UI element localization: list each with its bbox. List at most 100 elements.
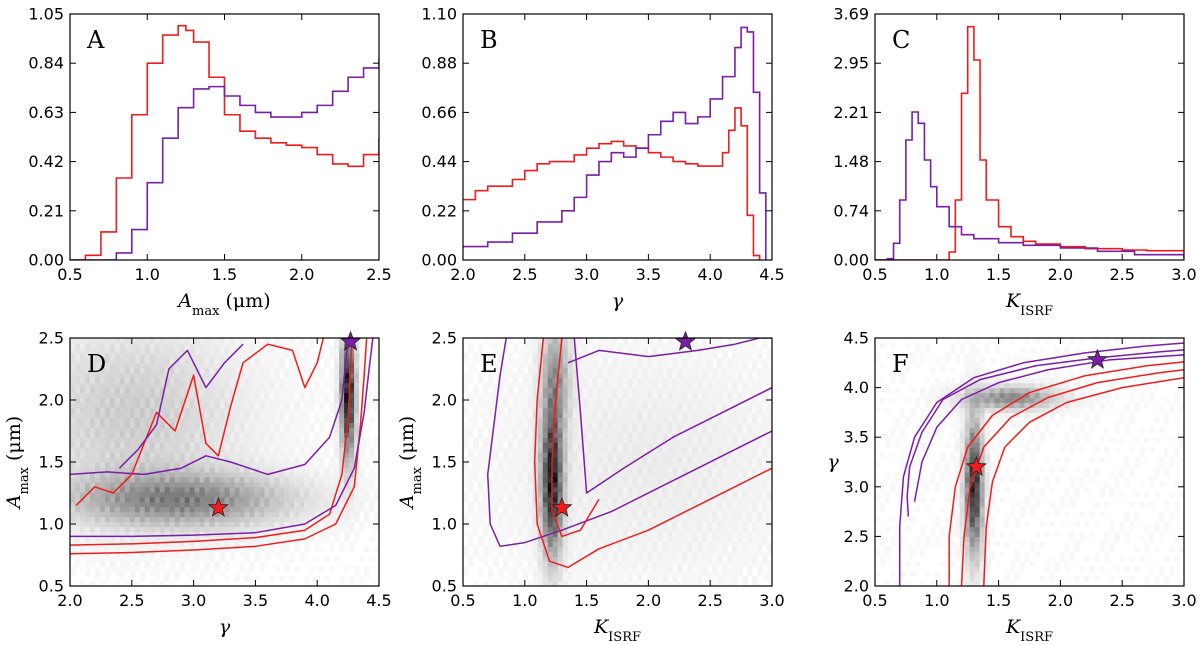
density-cell (154, 447, 161, 453)
density-cell (329, 387, 335, 394)
density-cell (354, 387, 360, 394)
density-cell (682, 536, 688, 542)
density-cell (74, 367, 81, 374)
density-cell (662, 541, 668, 547)
density-cell (234, 466, 241, 473)
density-cell (179, 531, 186, 537)
density-cell (612, 372, 619, 379)
density-cell (562, 397, 569, 404)
density-cell (687, 511, 693, 518)
density-cell (329, 432, 335, 438)
density-cell (647, 397, 653, 404)
density-cell (672, 387, 678, 394)
density-cell (557, 397, 564, 404)
density-cell (169, 536, 176, 542)
density-cell (562, 437, 569, 443)
density-cell (334, 392, 340, 399)
density-cell (274, 442, 280, 448)
density-cell (294, 511, 300, 518)
density-cell (602, 362, 609, 369)
density-cell (572, 581, 579, 586)
density-cell (472, 551, 479, 557)
density-cell (139, 556, 146, 562)
density-cell (89, 491, 96, 498)
density-cell (239, 392, 246, 399)
density-cell (74, 556, 81, 562)
density-cell (209, 462, 216, 468)
density-cell (279, 521, 285, 528)
density-cell (104, 471, 111, 478)
density-cell (597, 536, 604, 542)
panel-b: 2.0 2.5 3.0 3.5 4.0 4.50.000.220.440.660.881.… (421, 5, 784, 313)
density-cell (314, 476, 320, 483)
density-cell (632, 536, 639, 542)
density-cell (497, 521, 504, 528)
density-cell (249, 362, 255, 369)
density-cell (324, 496, 330, 503)
density-cell (682, 372, 688, 379)
density-cell (577, 531, 584, 537)
density-cell (89, 362, 96, 369)
density-cell (532, 407, 539, 413)
density-cell (214, 427, 221, 433)
density-cell (84, 437, 91, 443)
density-cell (477, 342, 484, 349)
density-cell (334, 417, 340, 423)
y-tick-label: 1.10 (421, 5, 457, 24)
density-cell (572, 377, 579, 384)
density-cell (522, 501, 529, 508)
density-cell (294, 442, 300, 448)
density-cell (512, 457, 519, 463)
density-cell (369, 506, 375, 513)
density-cell (244, 392, 251, 399)
density-cell (552, 367, 559, 374)
density-cell (304, 481, 310, 488)
density-cell (567, 546, 574, 552)
density-cell (279, 427, 285, 433)
density-cell (169, 367, 176, 374)
density-cell (602, 471, 609, 478)
density-cell (542, 452, 549, 458)
density-cell (74, 462, 81, 468)
density-cell (159, 476, 166, 483)
density-cell (622, 466, 629, 473)
density-cell (234, 457, 241, 463)
density-cell (637, 437, 644, 443)
density-cell (149, 367, 156, 374)
density-cell (582, 397, 589, 404)
density-cell (344, 466, 350, 473)
density-cell (89, 367, 96, 374)
density-cell (254, 417, 260, 423)
density-cell (463, 382, 469, 389)
density-cell (129, 526, 136, 533)
density-cell (512, 462, 519, 468)
density-cell (602, 501, 609, 508)
density-cell (149, 476, 156, 483)
density-cell (159, 551, 166, 557)
density-cell (577, 536, 584, 542)
density-cell (274, 471, 280, 478)
density-cell (204, 392, 211, 399)
density-cell (497, 526, 504, 533)
density-cell (99, 452, 106, 458)
density-cell (662, 427, 668, 433)
density-cell (319, 531, 325, 537)
density-cell (299, 367, 305, 374)
density-cell (487, 481, 494, 488)
density-cell (109, 566, 116, 572)
density-cell (572, 496, 579, 503)
density-cell (254, 531, 260, 537)
density-cell (617, 556, 624, 562)
density-cell (209, 427, 216, 433)
density-cell (552, 347, 559, 354)
density-cell (274, 427, 280, 433)
y-tick-label: 0.00 (421, 251, 457, 270)
density-cell (547, 462, 554, 468)
density-cell (369, 496, 375, 503)
density-cell (169, 352, 176, 359)
density-cell (612, 352, 619, 359)
density-cell (264, 377, 270, 384)
density-cell (229, 481, 236, 488)
density-cell (309, 397, 315, 404)
density-cell (647, 466, 653, 473)
